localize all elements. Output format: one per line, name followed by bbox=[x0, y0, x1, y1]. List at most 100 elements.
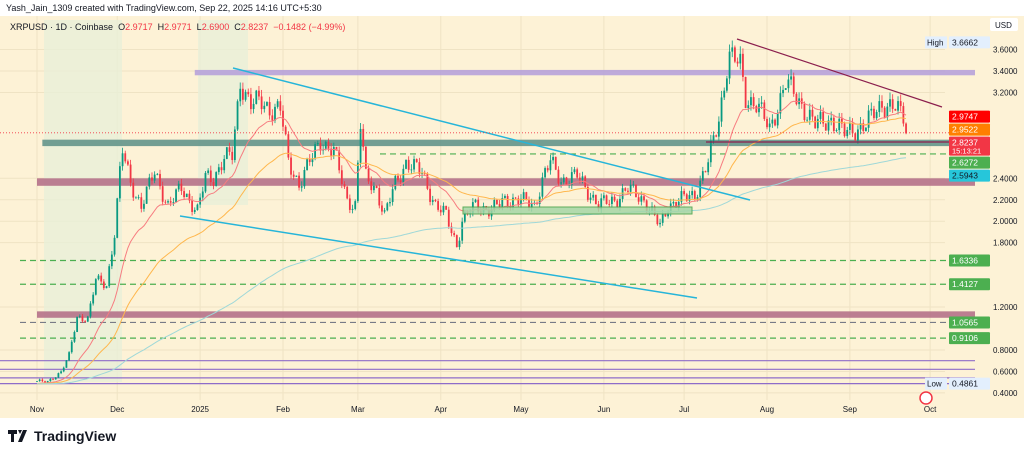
candle-body bbox=[859, 123, 862, 130]
candle bbox=[870, 102, 873, 116]
candle bbox=[212, 177, 215, 190]
candle bbox=[41, 378, 44, 383]
candle-body bbox=[728, 51, 731, 79]
candle bbox=[447, 206, 450, 229]
low-value: 2.6900 bbox=[201, 22, 230, 32]
candle-body bbox=[250, 94, 252, 110]
candle bbox=[65, 360, 68, 368]
candle-body bbox=[94, 279, 97, 295]
candle bbox=[899, 94, 902, 112]
candle-body bbox=[386, 203, 389, 211]
candle-body bbox=[696, 197, 699, 200]
candle-body bbox=[340, 170, 343, 185]
candle-body bbox=[755, 106, 758, 113]
candle-body bbox=[477, 199, 480, 212]
price-tag: 2.9522 bbox=[949, 123, 990, 136]
ohlc-legend: XRPUSD · 1D · Coinbase O2.9717 H2.9771 L… bbox=[10, 22, 345, 32]
price-tag-bg bbox=[949, 136, 990, 156]
candle-body bbox=[324, 141, 327, 150]
candle-body bbox=[693, 191, 696, 200]
price-tag-bg bbox=[949, 36, 990, 49]
candle-body bbox=[196, 204, 199, 210]
candle bbox=[806, 116, 809, 123]
candle bbox=[175, 188, 177, 203]
candle-body bbox=[233, 129, 236, 161]
candle-body bbox=[263, 105, 266, 110]
candle-body bbox=[592, 194, 595, 198]
candle-body bbox=[153, 174, 156, 181]
candle bbox=[832, 114, 835, 134]
candle-body bbox=[137, 197, 140, 199]
candle bbox=[132, 178, 135, 201]
extreme-tag-bg bbox=[925, 36, 947, 49]
candle-body bbox=[629, 184, 632, 192]
moving-average-line bbox=[37, 157, 907, 385]
change-value: −0.1482 (−4.99%) bbox=[273, 22, 346, 32]
chart-area[interactable]: Nov Dec 2025 Feb Mar Apr May Jun Jul Aug Sep Oct 3.6… bbox=[0, 16, 1024, 418]
candle bbox=[252, 98, 255, 114]
candle bbox=[865, 126, 867, 132]
candle-body bbox=[159, 173, 161, 187]
candle-body bbox=[209, 170, 212, 183]
candle-body bbox=[89, 303, 92, 317]
economic-event-icon[interactable] bbox=[919, 391, 933, 405]
candle-body bbox=[656, 214, 659, 225]
candle bbox=[771, 114, 774, 128]
candle bbox=[279, 95, 282, 116]
candle bbox=[38, 378, 41, 382]
candle-body bbox=[664, 213, 667, 217]
price-chart[interactable]: Nov Dec 2025 Feb Mar Apr May Jun Jul Aug Sep Oct 3.6… bbox=[0, 16, 1024, 418]
candle-body bbox=[889, 99, 891, 107]
candle-body bbox=[84, 321, 87, 323]
candle-body bbox=[776, 113, 779, 126]
price-tag: 2.5943 bbox=[949, 169, 990, 182]
candle-body bbox=[327, 141, 330, 149]
candle bbox=[140, 192, 143, 213]
candle-body bbox=[578, 177, 581, 180]
candle bbox=[734, 45, 736, 64]
candle-body bbox=[613, 196, 616, 201]
price-tag: 3.6662 High bbox=[925, 36, 990, 49]
candle-body bbox=[338, 150, 341, 171]
candle-body bbox=[129, 164, 132, 183]
candle bbox=[889, 92, 891, 112]
candle bbox=[458, 237, 461, 250]
candle bbox=[881, 95, 883, 113]
candle bbox=[102, 279, 105, 291]
candle-body bbox=[517, 198, 520, 205]
candle bbox=[89, 301, 92, 319]
candle-body bbox=[873, 108, 875, 119]
candle-body bbox=[504, 195, 506, 198]
candle-body bbox=[180, 183, 183, 192]
candle bbox=[319, 137, 322, 155]
candle-body bbox=[65, 360, 68, 368]
descending-resistance-line bbox=[736, 38, 943, 108]
candle-body bbox=[717, 121, 720, 137]
price-tag-bg bbox=[949, 169, 990, 182]
candle bbox=[557, 166, 560, 187]
candle-body bbox=[709, 140, 712, 163]
candle bbox=[787, 74, 790, 93]
price-tag: 1.4127 bbox=[949, 278, 990, 291]
candle-body bbox=[685, 194, 688, 201]
candle bbox=[541, 172, 544, 201]
candle bbox=[303, 166, 306, 189]
candle bbox=[816, 114, 819, 132]
candle bbox=[824, 123, 827, 131]
candle bbox=[92, 292, 95, 306]
candle-body bbox=[86, 316, 89, 322]
candle bbox=[573, 166, 576, 175]
candle-body bbox=[677, 201, 680, 208]
candle bbox=[207, 168, 210, 175]
candle bbox=[439, 205, 442, 216]
candle-body bbox=[715, 135, 718, 137]
candle-body bbox=[835, 130, 838, 131]
candle bbox=[504, 194, 506, 200]
x-tick-label: Sep bbox=[843, 405, 858, 414]
candle bbox=[191, 195, 193, 216]
symbol-info[interactable]: XRPUSD · 1D · Coinbase bbox=[10, 22, 114, 32]
candle-body bbox=[268, 102, 271, 116]
price-tag-text: 0.4861 bbox=[952, 379, 978, 389]
candle-body bbox=[348, 198, 351, 210]
candle-body bbox=[116, 198, 119, 238]
